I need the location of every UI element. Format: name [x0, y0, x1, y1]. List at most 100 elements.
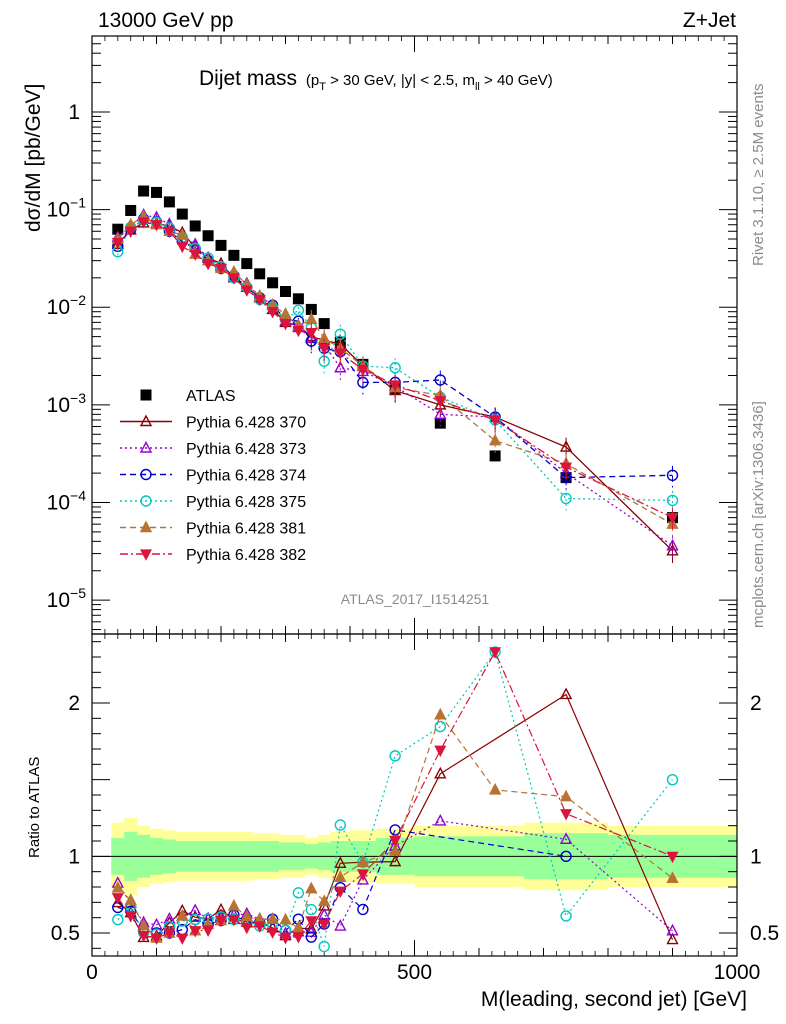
ratio-point — [279, 933, 292, 945]
ratio-series-1 — [111, 687, 679, 945]
data-point — [292, 304, 305, 317]
data-point — [241, 258, 253, 270]
ratio-point — [305, 931, 317, 943]
data-point — [434, 407, 447, 420]
ratio-point — [176, 908, 189, 921]
x-tick-label: 500 — [397, 961, 432, 984]
ratio-line — [117, 693, 674, 940]
legend-marker — [140, 549, 152, 561]
data-point — [124, 226, 137, 239]
data-point — [202, 230, 214, 242]
ratio-point — [176, 933, 189, 945]
ratio-point — [560, 850, 572, 863]
y-tick-label: 1 — [68, 101, 80, 124]
y-axis-label: dσ/dM [pb/GeV] — [22, 84, 45, 232]
ratio-point — [318, 919, 331, 931]
main-frame — [91, 35, 738, 635]
data-point — [138, 185, 150, 197]
data-point — [215, 239, 227, 251]
ratio-point — [559, 832, 573, 844]
data-point — [560, 492, 572, 505]
data-point — [305, 327, 318, 340]
y-tick-base: 1 — [68, 101, 80, 124]
ratio-point — [356, 872, 370, 885]
ratio-point — [388, 844, 402, 856]
data-point — [560, 462, 573, 474]
y-tick-exp: −2 — [70, 292, 86, 308]
data-point — [150, 220, 163, 232]
legend-label: Pythia 6.428 381 — [186, 521, 306, 538]
y-tick-label: 10−5 — [47, 585, 87, 612]
data-point — [125, 204, 137, 216]
legend-entry: Pythia 6.428 370 — [120, 414, 306, 432]
rivet-version: Rivet 3.1.10, ≥ 2.5M events — [750, 84, 767, 267]
data-point — [434, 396, 447, 408]
legend-entry: Pythia 6.428 373 — [120, 440, 306, 458]
data-point — [305, 303, 317, 315]
y-tick-exp: −3 — [70, 390, 86, 406]
ratio-point — [434, 745, 447, 757]
ratio-point — [318, 940, 330, 953]
legend-entry: Pythia 6.428 375 — [120, 494, 306, 511]
y-tick-base: 10 — [47, 199, 70, 222]
ratio-tick-label: 2 — [68, 692, 80, 715]
legend-marker — [139, 440, 153, 453]
data-point — [666, 494, 679, 507]
data-point — [488, 433, 502, 446]
ratio-point — [292, 887, 305, 899]
title-m-sub: ll — [475, 81, 480, 93]
data-point — [112, 223, 124, 235]
legend-label: Pythia 6.428 375 — [186, 494, 306, 511]
data-point — [266, 307, 279, 319]
data-point — [189, 220, 201, 232]
y-tick-base: 10 — [47, 492, 70, 515]
ratio-tick-label: 0.5 — [51, 922, 80, 945]
data-point — [267, 277, 279, 289]
legend-marker — [139, 414, 153, 427]
data-point — [279, 318, 292, 331]
ratio-series-6 — [111, 647, 679, 945]
data-point — [489, 450, 501, 462]
ratio-point — [292, 920, 305, 933]
ratio-point — [560, 809, 573, 821]
ratio-point — [560, 910, 572, 922]
ratio-point — [356, 869, 369, 881]
y-tick-base: 10 — [47, 589, 70, 612]
ratio-point — [318, 894, 331, 907]
ratio-point — [305, 903, 317, 916]
title-main: Dijet mass — [199, 67, 297, 90]
mcplots-label: mcplots.cern.ch [arXiv:1306.3436] — [750, 401, 767, 628]
data-point — [279, 307, 292, 319]
legend-label: Pythia 6.428 370 — [186, 415, 306, 432]
ratio-point — [389, 750, 401, 762]
ratio-tick-label-right: 2 — [750, 692, 762, 715]
ratio-point — [163, 911, 176, 924]
legend-entry: Pythia 6.428 382 — [120, 547, 306, 564]
data-point — [292, 293, 304, 305]
data-point — [111, 237, 124, 250]
data-point — [389, 380, 402, 392]
ratio-point — [279, 912, 292, 925]
ratio-point — [388, 854, 402, 867]
header-right: Z+Jet — [683, 9, 736, 32]
title-close: > 40 GeV) — [480, 72, 553, 89]
data-point — [434, 417, 446, 429]
legend-marker — [139, 520, 153, 533]
ratio-point — [253, 921, 266, 933]
data-point — [434, 374, 446, 386]
series-line — [117, 214, 673, 547]
analysis-id: ATLAS_2017_I1514251 — [341, 591, 490, 607]
ratio-line — [117, 650, 673, 947]
data-point — [559, 440, 573, 452]
ratio-point — [357, 903, 369, 916]
ratio-point — [434, 720, 446, 733]
legend-entry: Pythia 6.428 381 — [120, 520, 306, 538]
legend-marker — [140, 495, 152, 507]
ratio-point — [434, 766, 447, 779]
data-point — [292, 325, 305, 338]
ratio-tick-label-right: 0.5 — [750, 922, 779, 945]
y-tick-base: 10 — [47, 394, 70, 417]
ratio-series-4 — [112, 646, 679, 953]
data-point — [666, 513, 679, 525]
